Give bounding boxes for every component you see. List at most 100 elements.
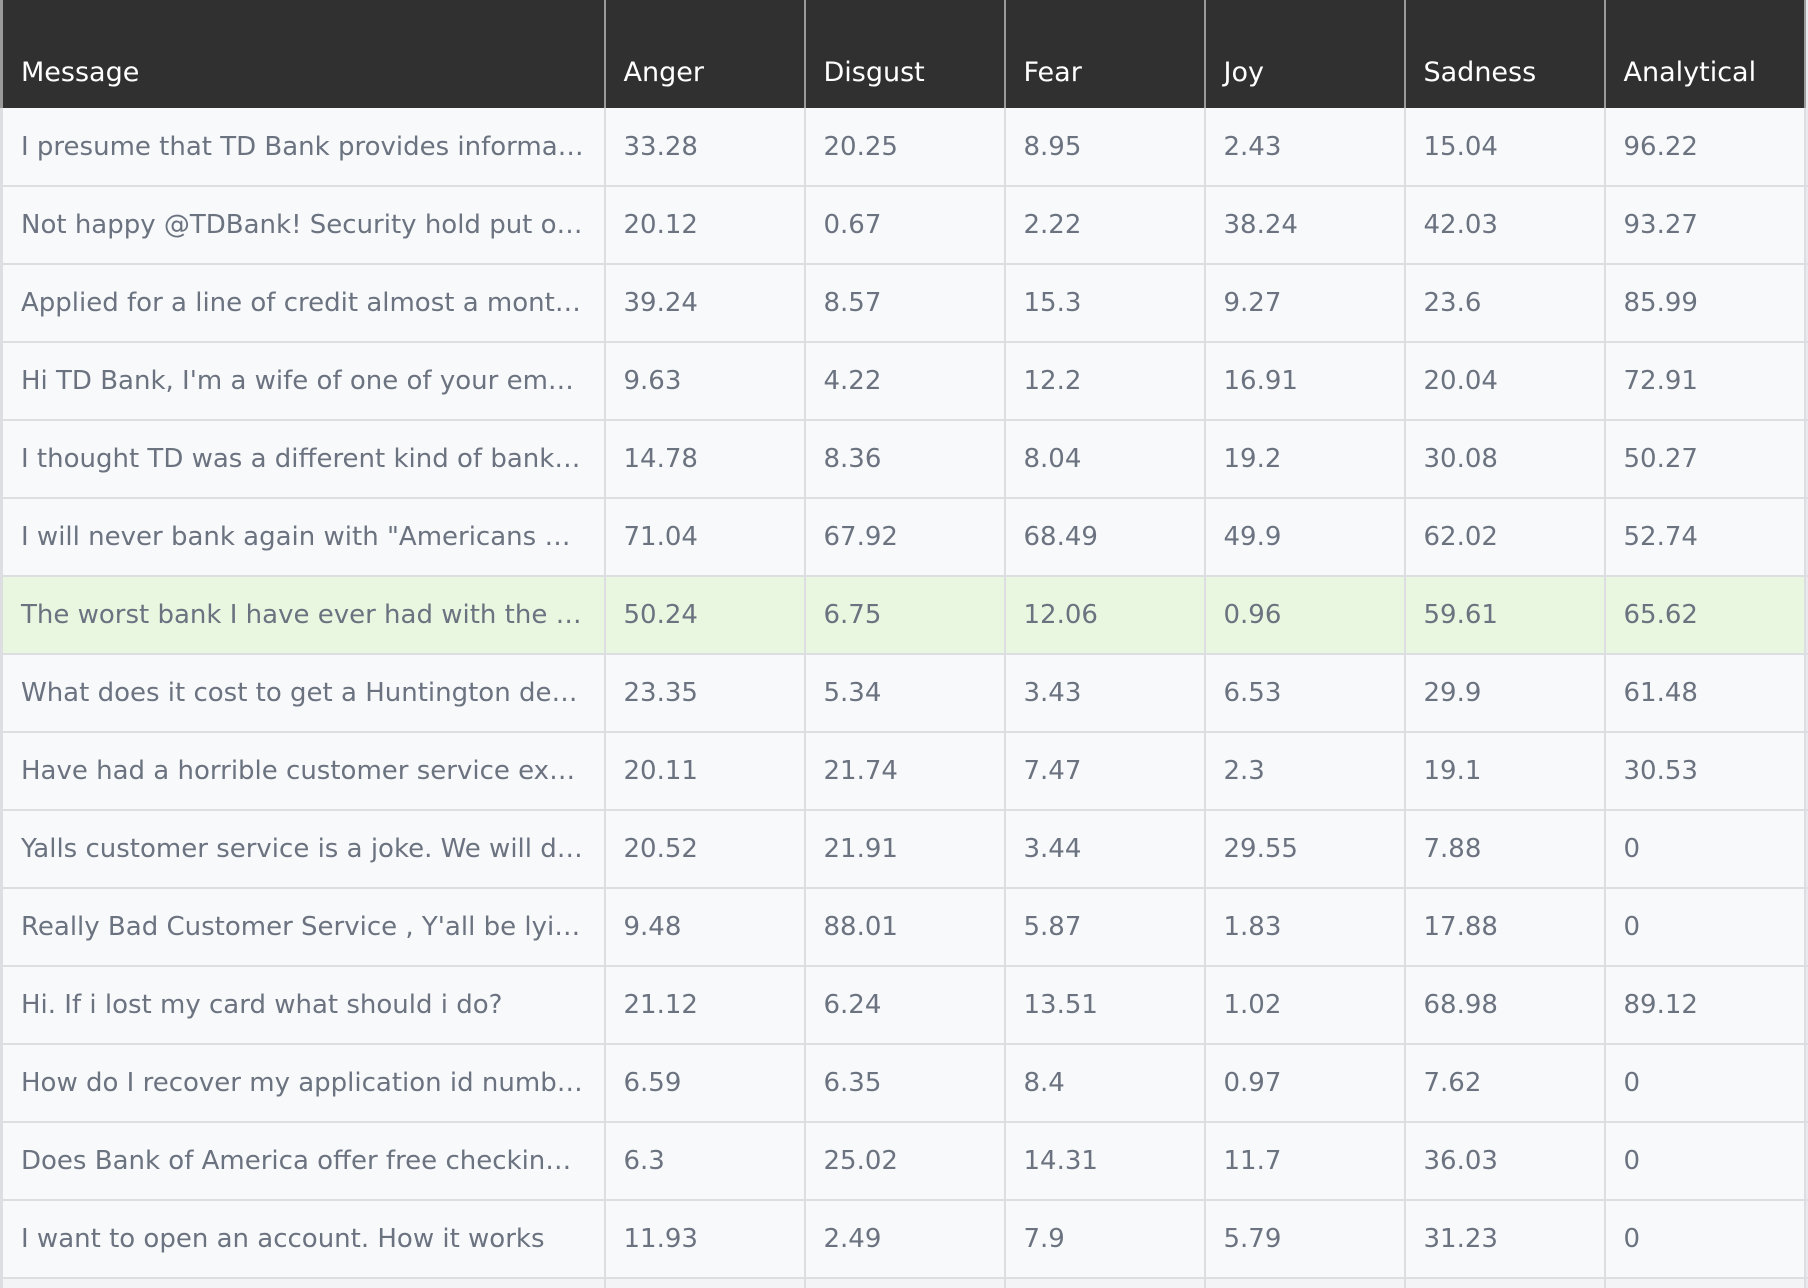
sadness-cell: 68.98	[1404, 966, 1606, 1045]
column-header-disgust[interactable]: Disgust	[804, 0, 1006, 108]
fear-cell: 5.87	[1004, 888, 1206, 967]
fear-cell: 15.3	[1004, 264, 1206, 343]
partial-cell	[604, 1278, 806, 1288]
table-row[interactable]: I thought TD was a different kind of ban…	[0, 420, 1808, 499]
sadness-cell: 23.6	[1404, 264, 1606, 343]
table-row[interactable]: Applied for a line of credit almost a mo…	[0, 264, 1808, 343]
table-row[interactable]: Does Bank of America offer free checking…	[0, 1122, 1808, 1201]
joy-cell: 0.97	[1204, 1044, 1406, 1123]
table-row[interactable]: I will never bank again with "Americans …	[0, 498, 1808, 577]
disgust-cell: 5.34	[804, 654, 1006, 733]
fear-cell: 2.22	[1004, 186, 1206, 265]
message-cell: How do I recover my application id numbe…	[0, 1044, 606, 1123]
joy-cell: 19.2	[1204, 420, 1406, 499]
row-edge	[1804, 420, 1808, 499]
anger-cell: 20.12	[604, 186, 806, 265]
anger-cell: 71.04	[604, 498, 806, 577]
table-header-row: Message Anger Disgust Fear Joy Sadness A…	[0, 0, 1808, 108]
fear-cell: 7.47	[1004, 732, 1206, 811]
message-cell: Have had a horrible customer service exp…	[0, 732, 606, 811]
sadness-cell: 31.23	[1404, 1200, 1606, 1279]
anger-cell: 33.28	[604, 108, 806, 187]
table-row[interactable]: Yalls customer service is a joke. We wil…	[0, 810, 1808, 889]
sadness-cell: 19.1	[1404, 732, 1606, 811]
table-row[interactable]: How do I recover my application id numbe…	[0, 1044, 1808, 1123]
fear-cell: 8.95	[1004, 108, 1206, 187]
column-header-fear[interactable]: Fear	[1004, 0, 1206, 108]
partial-cell	[1004, 1278, 1206, 1288]
joy-cell: 16.91	[1204, 342, 1406, 421]
table-row[interactable]: The worst bank I have ever had with the …	[0, 576, 1808, 655]
row-edge	[1804, 576, 1808, 655]
analytical-cell: 61.48	[1604, 654, 1806, 733]
table-row[interactable]: Really Bad Customer Service , Y'all be l…	[0, 888, 1808, 967]
analytical-cell: 52.74	[1604, 498, 1806, 577]
disgust-cell: 6.35	[804, 1044, 1006, 1123]
disgust-cell: 88.01	[804, 888, 1006, 967]
row-edge	[1804, 966, 1808, 1045]
table-row[interactable]: Not happy @TDBank! Security hold put on …	[0, 186, 1808, 265]
fear-cell: 8.4	[1004, 1044, 1206, 1123]
fear-cell: 7.9	[1004, 1200, 1206, 1279]
column-header-sadness[interactable]: Sadness	[1404, 0, 1606, 108]
disgust-cell: 6.24	[804, 966, 1006, 1045]
disgust-cell: 8.36	[804, 420, 1006, 499]
table-row[interactable]: Hi TD Bank, I'm a wife of one of your em…	[0, 342, 1808, 421]
analytical-cell: 0	[1604, 888, 1806, 967]
disgust-cell: 0.67	[804, 186, 1006, 265]
message-cell: I want to open an account. How it works	[0, 1200, 606, 1279]
anger-cell: 14.78	[604, 420, 806, 499]
header-edge	[1804, 0, 1808, 108]
anger-cell: 6.3	[604, 1122, 806, 1201]
partial-cell	[1204, 1278, 1406, 1288]
table-row[interactable]: Hi. If i lost my card what should i do? 2…	[0, 966, 1808, 1045]
row-edge	[1804, 1044, 1808, 1123]
row-edge	[1804, 732, 1808, 811]
analytical-cell: 0	[1604, 1044, 1806, 1123]
analytical-cell: 30.53	[1604, 732, 1806, 811]
message-cell: What does it cost to get a Huntington de…	[0, 654, 606, 733]
sadness-cell: 7.88	[1404, 810, 1606, 889]
analytical-cell: 96.22	[1604, 108, 1806, 187]
row-edge	[1804, 888, 1808, 967]
disgust-cell: 6.75	[804, 576, 1006, 655]
disgust-cell: 25.02	[804, 1122, 1006, 1201]
disgust-cell: 67.92	[804, 498, 1006, 577]
sadness-cell: 36.03	[1404, 1122, 1606, 1201]
joy-cell: 5.79	[1204, 1200, 1406, 1279]
anger-cell: 9.63	[604, 342, 806, 421]
message-cell: Not happy @TDBank! Security hold put on …	[0, 186, 606, 265]
fear-cell: 68.49	[1004, 498, 1206, 577]
analytical-cell: 93.27	[1604, 186, 1806, 265]
message-cell: Hi. If i lost my card what should i do?	[0, 966, 606, 1045]
table-row[interactable]: I want to open an account. How it works 1…	[0, 1200, 1808, 1279]
sadness-cell: 42.03	[1404, 186, 1606, 265]
table-row[interactable]: Have had a horrible customer service exp…	[0, 732, 1808, 811]
sadness-cell: 30.08	[1404, 420, 1606, 499]
analytical-cell: 50.27	[1604, 420, 1806, 499]
disgust-cell: 8.57	[804, 264, 1006, 343]
joy-cell: 6.53	[1204, 654, 1406, 733]
row-edge	[1804, 342, 1808, 421]
sadness-cell: 29.9	[1404, 654, 1606, 733]
message-cell: The worst bank I have ever had with the …	[0, 576, 606, 655]
fear-cell: 14.31	[1004, 1122, 1206, 1201]
fear-cell: 12.06	[1004, 576, 1206, 655]
joy-cell: 2.3	[1204, 732, 1406, 811]
disgust-cell: 20.25	[804, 108, 1006, 187]
table-row[interactable]: I presume that TD Bank provides informat…	[0, 108, 1808, 187]
column-header-analytical[interactable]: Analytical	[1604, 0, 1806, 108]
joy-cell: 9.27	[1204, 264, 1406, 343]
column-header-joy[interactable]: Joy	[1204, 0, 1406, 108]
sadness-cell: 62.02	[1404, 498, 1606, 577]
table-row[interactable]: What does it cost to get a Huntington de…	[0, 654, 1808, 733]
joy-cell: 2.43	[1204, 108, 1406, 187]
column-header-anger[interactable]: Anger	[604, 0, 806, 108]
partial-table-row	[0, 1278, 1808, 1288]
anger-cell: 21.12	[604, 966, 806, 1045]
message-cell: Yalls customer service is a joke. We wil…	[0, 810, 606, 889]
row-edge	[1804, 108, 1808, 187]
anger-cell: 20.11	[604, 732, 806, 811]
column-header-message[interactable]: Message	[0, 0, 606, 108]
